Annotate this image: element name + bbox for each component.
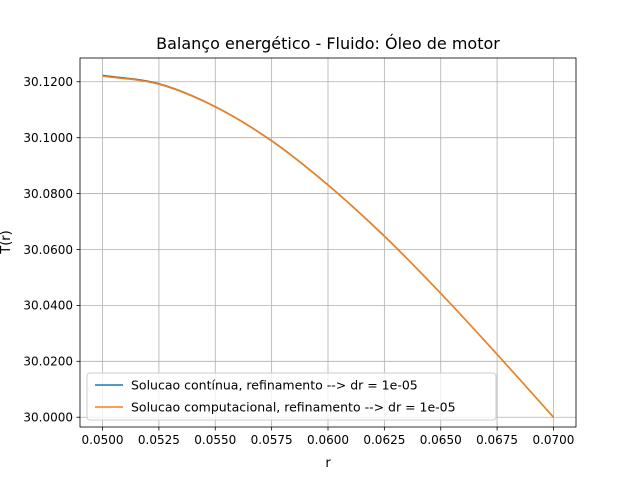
y-tick-label: 30.1000 [23,131,73,145]
x-tick-label: 0.0550 [194,433,236,447]
y-tick-label: 30.0800 [23,187,73,201]
y-tick-label: 30.0200 [23,355,73,369]
x-tick-label: 0.0500 [82,433,124,447]
legend-entry-continuous: Solucao contínua, refinamento --> dr = 1… [131,378,418,393]
series-lines [102,74,555,418]
x-axis-label: r [325,456,331,471]
x-tick-label: 0.0600 [307,433,349,447]
legend-entry-computational: Solucao computacional, refinamento --> d… [131,400,456,415]
y-tick-label: 30.0000 [23,411,73,425]
x-tick-label: 0.0625 [363,433,405,447]
legend: Solucao contínua, refinamento --> dr = 1… [86,372,497,421]
x-tick-label: 0.0700 [532,433,574,447]
x-tick-label: 0.0525 [138,433,180,447]
axis-ticks: 0.0500 0.0525 0.0550 0.0575 0.0600 0.0625 0.06… [23,75,574,447]
x-tick-label: 0.0650 [420,433,462,447]
series-line-computational [102,75,555,418]
y-axis-label: T(r) [0,230,14,254]
y-tick-label: 30.0400 [23,299,73,313]
y-tick-label: 30.0600 [23,243,73,257]
y-tick-label: 30.1200 [23,75,73,89]
chart-title: Balanço energético - Fluido: Óleo de mot… [156,34,500,53]
legend-box [86,372,497,421]
x-tick-label: 0.0675 [476,433,518,447]
x-tick-label: 0.0575 [251,433,293,447]
